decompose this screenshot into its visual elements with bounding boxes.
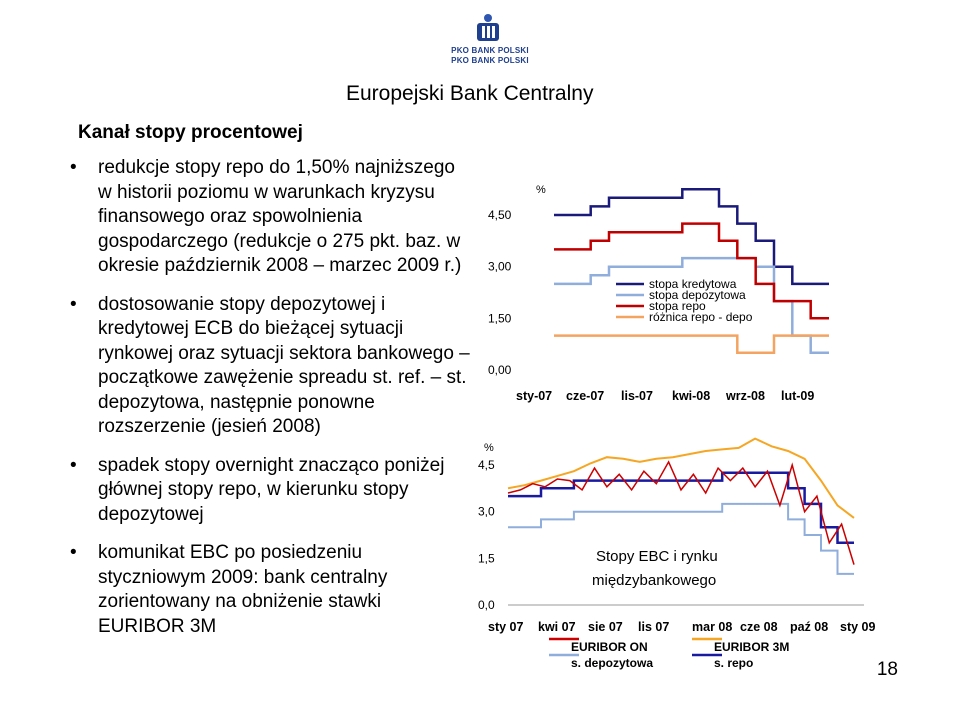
y-tick-label: 3,0 — [478, 505, 495, 519]
series-line-1 — [554, 256, 829, 355]
x-tick-label: paź 08 — [790, 620, 828, 634]
y-tick-label: 4,5 — [478, 458, 495, 472]
bullet-text: spadek stopy overnight znacząco poniżej … — [98, 454, 445, 525]
bullet-item: • spadek stopy overnight znacząco poniżej… — [70, 454, 470, 528]
bullet-text: dostosowanie stopy depozytowej i kredyto… — [98, 293, 470, 438]
y-tick-label: 0,00 — [488, 363, 512, 377]
interbank-chart: % 4,5 3,0 1,5 0,0 sty 07 kwi 07 sie 07 lis 07 mar… — [478, 437, 875, 670]
legend-label: s. depozytowa — [571, 656, 653, 670]
bullet-text: komunikat EBC po posiedzeniu styczniowym… — [98, 542, 388, 637]
bullet-icon: • — [70, 293, 77, 315]
x-tick-label: sty-07 — [516, 389, 552, 403]
ecb-rates-chart-box: % 4,50 3,00 1,50 0,00 sty-07 cze-07 lis-07 kwi-0… — [474, 160, 874, 415]
x-tick-label: sie 07 — [588, 620, 623, 634]
series-repo — [508, 471, 854, 545]
legend-label: stopa depozytowa — [649, 288, 746, 302]
ecb-rates-chart: % 4,50 3,00 1,50 0,00 sty-07 cze-07 lis-07 kwi-0… — [488, 184, 829, 403]
y-tick-label: 4,50 — [488, 208, 512, 222]
legend-label: różnica repo - depo — [649, 310, 753, 324]
bullet-text: redukcje stopy repo do 1,50% najniższego… — [98, 157, 462, 276]
page-number: 18 — [876, 659, 898, 680]
series-line-2 — [554, 222, 829, 320]
chart-ylabel: % — [536, 184, 546, 196]
legend-label: EURIBOR ON — [571, 640, 648, 654]
x-tick-label: lis 07 — [638, 620, 669, 634]
series-euribor-on — [507, 460, 855, 565]
x-tick-label: sty 07 — [488, 620, 523, 634]
bullet-item: • dostosowanie stopy depozytowej i kredyt… — [70, 293, 470, 440]
x-tick-label: lut-09 — [781, 389, 814, 403]
chart-title-line2: międzybankowego — [592, 572, 716, 589]
section-title: Kanał stopy procentowej — [78, 122, 303, 143]
page-title: Europejski Bank Centralny — [346, 82, 594, 105]
y-tick-label: 1,50 — [488, 311, 512, 325]
x-tick-label: cze 08 — [740, 620, 778, 634]
x-tick-label: sty 09 — [840, 620, 875, 634]
bullet-item: • komunikat EBC po posiedzeniu styczniowy… — [70, 541, 470, 639]
logo-text-1: PKO BANK POLSKI — [451, 46, 529, 55]
y-tick-label: 1,5 — [478, 551, 495, 565]
pko-logo: PKO BANK POLSKI PKO BANK POLSKI — [440, 10, 540, 66]
bullet-item: • redukcje stopy repo do 1,50% najniższeg… — [70, 156, 470, 279]
x-tick-label: cze-07 — [566, 389, 604, 403]
x-tick-label: kwi 07 — [538, 620, 576, 634]
bullet-icon: • — [70, 542, 77, 563]
chart-ylabel: % — [484, 442, 494, 454]
series-depo — [508, 502, 854, 575]
bullet-icon: • — [70, 454, 77, 476]
legend-label: stopa repo — [649, 299, 706, 313]
chart-title-line1: Stopy EBC i rynku — [596, 548, 718, 565]
legend-label: EURIBOR 3M — [714, 640, 789, 654]
legend-label: s. repo — [714, 656, 753, 670]
x-tick-label: mar 08 — [692, 620, 732, 634]
y-tick-label: 3,00 — [488, 260, 512, 274]
series-line-0 — [554, 187, 829, 286]
x-tick-label: kwi-08 — [672, 389, 710, 403]
x-tick-label: lis-07 — [621, 389, 653, 403]
series-euribor-3m — [507, 437, 855, 519]
y-tick-label: 0,0 — [478, 598, 495, 612]
interbank-chart-box: % 4,5 3,0 1,5 0,0 sty 07 kwi 07 sie 07 lis 07 mar… — [474, 425, 882, 680]
series-line-3 — [554, 334, 829, 355]
logo-text-2: PKO BANK POLSKI — [451, 56, 529, 65]
bullet-icon: • — [70, 157, 77, 178]
legend-label: stopa kredytowa — [649, 277, 737, 291]
bullet-list: • redukcje stopy repo do 1,50% najniższeg… — [70, 156, 470, 653]
pko-logo-icon — [477, 14, 499, 41]
x-tick-label: wrz-08 — [725, 389, 765, 403]
